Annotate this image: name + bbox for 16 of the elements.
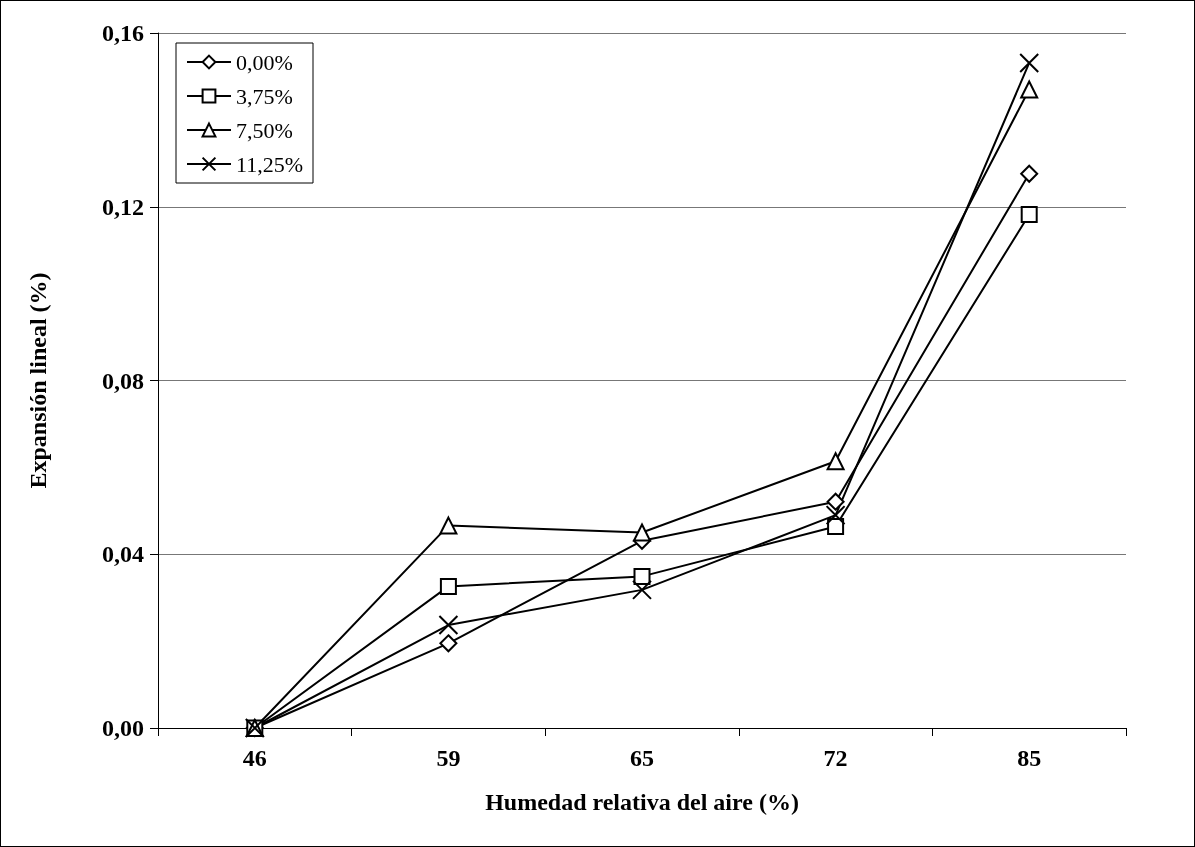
y-tick-label: 0,00	[102, 715, 144, 741]
legend-label: 0,00%	[236, 49, 293, 75]
x-tick-label: 65	[630, 745, 654, 771]
legend-label: 11,25%	[236, 151, 304, 177]
x-tick-label: 85	[1017, 745, 1042, 771]
y-tick-label: 0,08	[102, 367, 144, 394]
y-tick-label: 0,04	[102, 541, 144, 568]
x-tick-label: 46	[242, 745, 267, 771]
y-axis-title: Expansión lineal (%)	[25, 272, 51, 489]
y-tick-label: 0,16	[102, 20, 144, 46]
legend-label: 7,50%	[236, 117, 293, 143]
x-tick-label: 59	[436, 745, 461, 771]
y-tick-label: 0,12	[102, 193, 144, 220]
x-tick-label: 72	[823, 745, 848, 771]
legend-label: 3,75%	[236, 83, 293, 109]
x-axis-title: Humedad relativa del aire (%)	[485, 789, 799, 815]
